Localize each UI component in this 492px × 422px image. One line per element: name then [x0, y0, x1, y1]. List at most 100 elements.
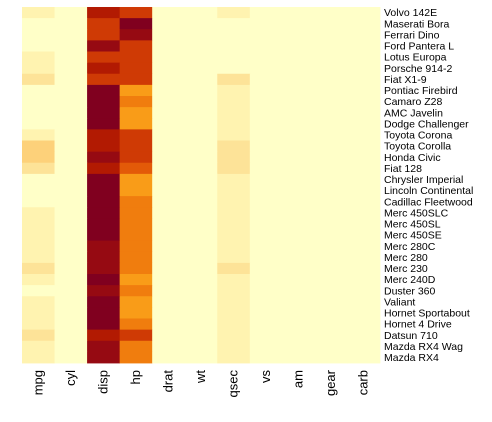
heatmap-cell	[314, 29, 348, 41]
heatmap-cell	[347, 229, 381, 242]
column-label: disp	[95, 370, 110, 394]
heatmap-cell	[282, 40, 316, 52]
heatmap-cell	[282, 262, 316, 275]
row-label: Porsche 914-2	[384, 63, 452, 75]
heatmap-cell	[152, 296, 186, 308]
heatmap-cell	[152, 129, 186, 141]
heatmap-cell	[22, 29, 55, 41]
heatmap-cell	[87, 151, 121, 164]
heatmap-cell	[314, 151, 348, 164]
heatmap-cell	[87, 40, 121, 52]
heatmap-cell	[22, 229, 55, 242]
heatmap-cell	[22, 218, 55, 230]
heatmap-cell	[314, 129, 348, 141]
heatmap-cell	[347, 196, 381, 208]
heatmap-cell	[152, 196, 186, 208]
heatmap-cell	[87, 96, 121, 108]
heatmap-cell	[249, 107, 283, 119]
row-label: Hornet 4 Drive	[384, 319, 452, 331]
heatmap-cell	[152, 118, 186, 130]
heatmap-cell	[314, 229, 348, 242]
heatmap-cell	[314, 40, 348, 52]
heatmap-cell	[184, 207, 218, 219]
heatmap-cell	[347, 351, 381, 364]
heatmap-cell	[22, 118, 55, 130]
heatmap-cell	[347, 51, 381, 64]
column-labels: mpg cyl disp hp drat wt qsec vs am gear carb	[30, 369, 370, 397]
heatmap-cell	[87, 107, 121, 119]
heatmap-cell	[22, 296, 55, 308]
heatmap-cell	[184, 96, 218, 108]
row-label: Camaro Z28	[384, 96, 443, 108]
heatmap-cell	[87, 340, 121, 353]
heatmap-cell	[249, 218, 283, 230]
heatmap-cell	[249, 274, 283, 286]
heatmap-cell	[347, 329, 381, 342]
heatmap-cell	[314, 140, 348, 153]
heatmap-cell	[217, 96, 251, 108]
heatmap-cell	[152, 262, 186, 275]
heatmap-cell	[119, 96, 153, 108]
heatmap-cell	[87, 140, 121, 153]
heatmap-cell	[184, 218, 218, 230]
heatmap-cell	[217, 285, 251, 297]
row-label: Merc 450SE	[384, 230, 442, 242]
heatmap-cell	[314, 351, 348, 364]
heatmap-cell	[152, 29, 186, 41]
heatmap-cell	[184, 29, 218, 41]
heatmap-cell	[87, 329, 121, 342]
heatmap-cell	[119, 107, 153, 119]
heatmap-cell	[87, 351, 121, 364]
heatmap-cell	[22, 96, 55, 108]
heatmap-cell	[347, 307, 381, 319]
heatmap-cell	[282, 173, 316, 186]
heatmap-cell	[152, 285, 186, 297]
heatmap-cell	[314, 296, 348, 308]
heatmap-cell	[54, 107, 88, 119]
heatmap-cell	[314, 62, 348, 75]
heatmap-cell	[217, 162, 251, 175]
heatmap-cell	[87, 218, 121, 230]
heatmap-cell	[152, 218, 186, 230]
heatmap-cell	[282, 18, 316, 30]
heatmap-cell	[54, 173, 88, 186]
heatmap-cell	[249, 151, 283, 164]
heatmap-cell	[54, 285, 88, 297]
row-label: Pontiac Firebird	[384, 85, 458, 97]
heatmap-cell	[347, 40, 381, 52]
heatmap-cell	[54, 218, 88, 230]
heatmap-cell	[22, 307, 55, 319]
heatmap-cell	[249, 73, 283, 86]
heatmap-cell	[54, 7, 88, 19]
heatmap-cell	[249, 62, 283, 75]
column-label: mpg	[30, 370, 45, 395]
heatmap-cell	[217, 84, 251, 97]
heatmap-cell	[217, 240, 251, 253]
column-label: am	[291, 370, 306, 388]
heatmap-cell	[217, 29, 251, 41]
heatmap-cell	[184, 285, 218, 297]
heatmap-cell	[249, 96, 283, 108]
heatmap-cell	[217, 207, 251, 219]
row-label: Chrysler Imperial	[384, 174, 463, 186]
heatmap-cell	[347, 318, 381, 331]
heatmap-cell	[249, 207, 283, 219]
column-label: gear	[323, 369, 338, 396]
heatmap-cell	[217, 7, 251, 19]
heatmap-cell	[119, 151, 153, 164]
heatmap-cell	[347, 29, 381, 41]
heatmap-cell	[119, 229, 153, 242]
heatmap-cell	[119, 196, 153, 208]
heatmap-cell	[119, 274, 153, 286]
heatmap-cell	[217, 274, 251, 286]
heatmap-cell	[217, 151, 251, 164]
heatmap-cell	[249, 351, 283, 364]
heatmap-cell	[152, 240, 186, 253]
heatmap-cell	[282, 274, 316, 286]
heatmap-cell	[54, 151, 88, 164]
row-label: Hornet Sportabout	[384, 308, 470, 320]
heatmap-cell	[282, 84, 316, 97]
heatmap-cell	[22, 274, 55, 286]
heatmap-cell	[282, 96, 316, 108]
heatmap-cell	[119, 62, 153, 75]
